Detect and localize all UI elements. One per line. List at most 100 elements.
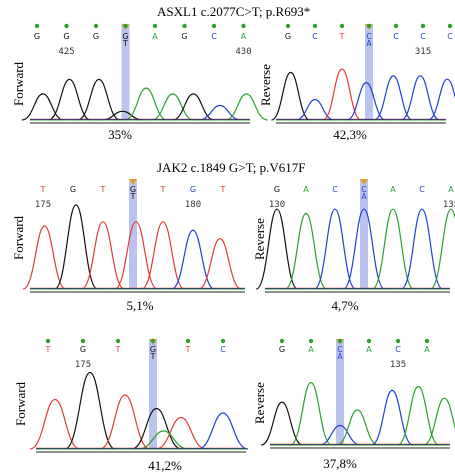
base-quality-dot [211,23,217,29]
base-call-label: T [160,185,166,194]
base-call-label: A [337,352,343,361]
direction-label-p5: Forward [13,381,28,426]
base-call-label: A [308,345,314,354]
base-quality-dot [339,23,345,29]
jak2-section-title: JAK2 c.1849 G>T; p.V617F [157,160,306,175]
base-quality-dot [182,23,187,29]
sequence-position-label: 315 [415,47,431,57]
base-quality-dot [337,338,343,344]
trace-peak [319,424,361,446]
trace-peak [371,389,414,446]
base-call-label: G [181,32,187,41]
base-call-label: C [393,32,399,41]
trace-peak [29,398,81,450]
base-quality-dot [366,338,372,344]
base-quality-dot [64,23,69,29]
trace-peak [295,98,335,121]
base-call-label: A [390,185,396,194]
trace-peak [225,93,268,121]
base-call-label: G [34,32,40,41]
base-call-label: T [220,185,226,194]
mutation-highlight-band [365,24,373,120]
base-call-label: G [274,185,280,194]
base-quality-dot [393,23,399,29]
base-call-label: T [130,192,136,201]
base-quality-dot [395,338,401,344]
base-quality-dot [45,338,51,344]
base-call-label: T [45,345,51,354]
base-quality-dot [279,338,285,344]
sequence-position-label: 175 [75,360,91,370]
chromatogram-panel-jak2-forward-1: T G T G T T G T 175 180 [22,177,245,297]
base-quality-dot [312,23,318,29]
trace-peak [155,416,207,450]
direction-label-p3: Forward [11,215,26,260]
base-call-label: C [337,345,343,354]
trace-peak [151,93,194,121]
trace-peak [346,81,386,121]
trace-peak [289,381,333,446]
base-call-label: T [339,32,345,41]
chromatogram-panel-jak2-reverse-1: GACCAACA130135 [255,177,455,297]
mutation-highlight-band [149,339,157,449]
trace-peak [400,75,440,121]
mutation-highlight-band [121,24,130,120]
trace-peak [427,78,455,121]
sequence-position-label: 130 [269,200,285,210]
trace-peak [371,208,415,290]
trace-peak [198,237,242,290]
trace-peak [172,93,215,121]
base-quality-dot [123,23,128,29]
base-call-label: A [303,185,309,194]
base-call-label: T [115,345,121,354]
chromatogram-p4: GACCAACA130135 [255,179,455,293]
trace-peak [124,87,168,121]
trace-peak [77,78,121,121]
mutation-highlight-band [360,179,368,289]
mutation-marker-icon [129,179,137,185]
trace-peak [400,208,444,290]
trace-peak [284,212,328,290]
base-call-label: T [100,185,106,194]
base-call-label: G [279,345,285,354]
base-call-label: G [285,32,291,41]
base-call-label: C [332,185,338,194]
base-call-label: T [122,39,128,48]
base-quality-dot [447,23,453,29]
base-call-label: A [366,345,372,354]
mutation-highlight-band [129,179,137,289]
trace-peak [21,93,65,121]
base-call-label: C [447,32,453,41]
trace-peak [171,229,215,290]
chromatogram-panel-jak2-reverse-2: G A C A A C A 135 [261,337,455,457]
base-call-label: C [419,185,425,194]
base-quality-dot [34,23,40,29]
base-quality-dot [150,338,156,344]
base-quality-dot [93,23,99,29]
sequence-position-label: 175 [35,200,51,210]
base-call-label: A [366,39,372,48]
trace-peak [48,78,91,121]
sequence-position-label: 430 [235,47,251,57]
base-call-label: C [366,32,372,41]
base-call-label: G [150,345,156,354]
trace-peak [81,221,125,290]
chromatogram-panel-asxl1-reverse: G C T C A C C C 315 [271,22,455,140]
trace-peak [336,409,379,446]
trace-peak [322,68,362,121]
trace-peak [22,225,67,290]
base-call-label: C [420,32,426,41]
trace-peak [271,71,311,121]
trace-peak [54,204,98,290]
trace-peak [138,430,189,450]
sequence-position-label: 135 [443,200,455,210]
trace-peak [101,110,144,121]
base-call-label: A [361,192,367,201]
base-quality-dot [366,23,372,29]
base-quality-dot [185,338,191,344]
mutation-highlight-band [336,339,344,445]
base-call-label: G [122,32,128,41]
base-call-label: T [40,185,46,194]
